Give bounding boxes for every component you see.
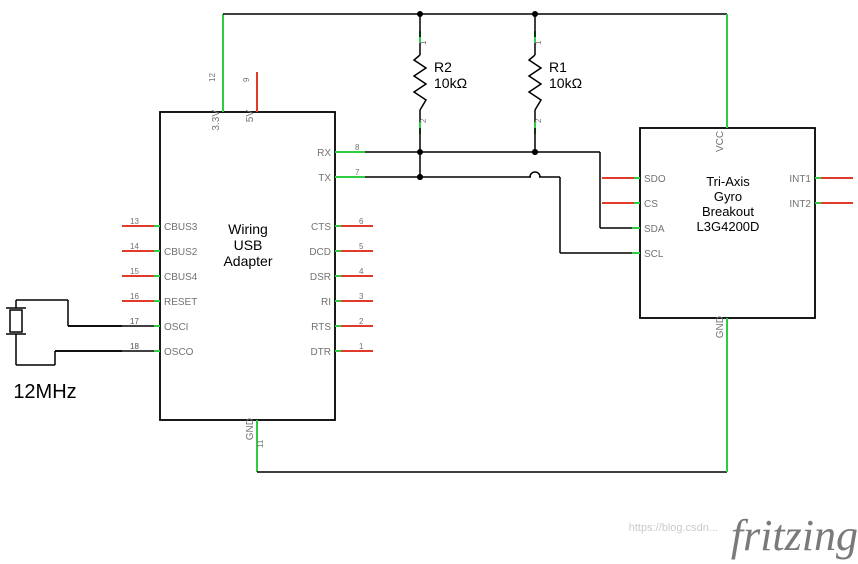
pin-num: 15 [130,267,139,276]
pin-num: 8 [355,143,360,152]
gyro-title: Breakout [702,204,754,219]
crystal-icon [10,310,22,332]
resistor-ref: R2 [434,59,452,75]
junction [532,11,538,17]
pin-label: SCL [644,249,664,260]
pin-num: 3 [359,292,364,301]
pin-label: DCD [309,247,331,258]
gyro-title: Tri-Axis [706,174,750,189]
pin-label: RESET [164,297,197,308]
pin-label: VCC [715,131,726,152]
pin-label: DSR [310,272,331,283]
watermark: https://blog.csdn... [629,522,718,534]
pin-label: CTS [311,222,331,233]
pin-num: 1 [534,40,543,45]
pin-num: 1 [359,342,364,351]
pin-num: 2 [534,118,543,123]
pin-num: 11 [256,439,265,448]
pin-label: CBUS4 [164,272,198,283]
pin-label: 5V [245,110,256,123]
crystal-label: 12MHz [13,381,76,403]
pin-label: SDA [644,224,665,235]
resistor-value: 10kΩ [434,75,467,91]
pin-num: 16 [130,292,139,301]
schematic-diagram: WiringUSBAdapter3.3V5V129GND13CBUS314CBU… [0,0,858,564]
pin-label: RI [321,297,331,308]
resistor-icon [529,55,541,110]
pin-label: OSCO [164,347,194,358]
pin-num: 18 [130,342,139,351]
usb-adapter-title: Adapter [223,253,272,269]
pin-label: INT1 [789,174,811,185]
junction [417,149,423,155]
junction [417,174,423,180]
pin-num: 5 [359,242,364,251]
pin-label: RX [317,148,331,159]
pin-label: DTR [310,347,331,358]
resistor-ref: R1 [549,59,567,75]
pin-num: 14 [130,242,139,251]
pin-label: CS [644,199,658,210]
usb-adapter-title: Wiring [228,221,268,237]
fritzing-logo: fritzing [731,511,858,560]
pin-num: 9 [242,77,251,82]
pin-label: 3.3V [211,110,222,131]
pin-num: 13 [130,217,139,226]
junction [532,149,538,155]
usb-adapter-title: USB [234,237,263,253]
pin-label: CBUS2 [164,247,198,258]
pin-label: CBUS3 [164,222,198,233]
pin-label: INT2 [789,199,811,210]
pin-label: SDO [644,174,666,185]
gyro-title: L3G4200D [697,219,760,234]
pin-num: 12 [208,73,217,82]
pin-label: OSCI [164,322,188,333]
box [531,175,539,179]
pin-num: 2 [359,317,364,326]
pin-label: GND [245,418,256,440]
resistor-value: 10kΩ [549,75,582,91]
pin-num: 1 [419,40,428,45]
pin-label: GND [715,316,726,338]
pin-num: 2 [419,118,428,123]
pin-num: 7 [355,168,360,177]
resistor-icon [414,55,426,110]
pin-num: 6 [359,217,364,226]
pin-num: 17 [130,317,139,326]
pin-label: RTS [311,322,331,333]
pin-num: 4 [359,267,364,276]
pin-label: TX [318,173,331,184]
junction [417,11,423,17]
gyro-title: Gyro [714,189,742,204]
